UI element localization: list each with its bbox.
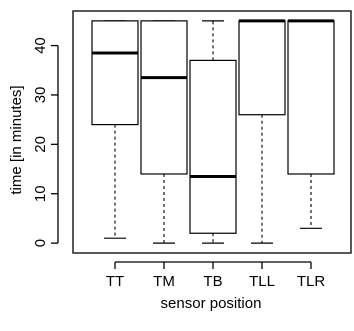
x-tick-label: TT [106,273,124,290]
boxes-group [91,19,335,244]
y-tick-label: 40 [32,37,49,54]
box-tm [140,20,188,244]
x-axis: TT TM TB TLL TLR [106,261,326,290]
x-tick-label: TM [153,273,175,290]
box-tb [189,20,237,244]
box-tlr [287,19,335,229]
x-tick-label: TLL [249,273,275,290]
box-iqr [238,20,286,116]
box-tll [238,19,286,244]
y-axis: 0 10 20 30 40 [32,37,59,247]
box-iqr [189,59,237,234]
x-tick-label: TB [203,273,222,290]
y-tick-label: 20 [32,136,49,153]
y-tick-label: 30 [32,87,49,104]
y-tick-label: 0 [32,239,49,247]
x-tick-label: TLR [297,273,326,290]
box-iqr [287,20,335,175]
x-axis-label: sensor position [161,295,262,312]
box-iqr [140,20,188,175]
box-tt [91,20,139,239]
box-iqr [91,20,139,126]
y-tick-label: 10 [32,185,49,202]
plot-frame [72,10,352,254]
y-axis-label: time [in minutes] [8,85,25,194]
